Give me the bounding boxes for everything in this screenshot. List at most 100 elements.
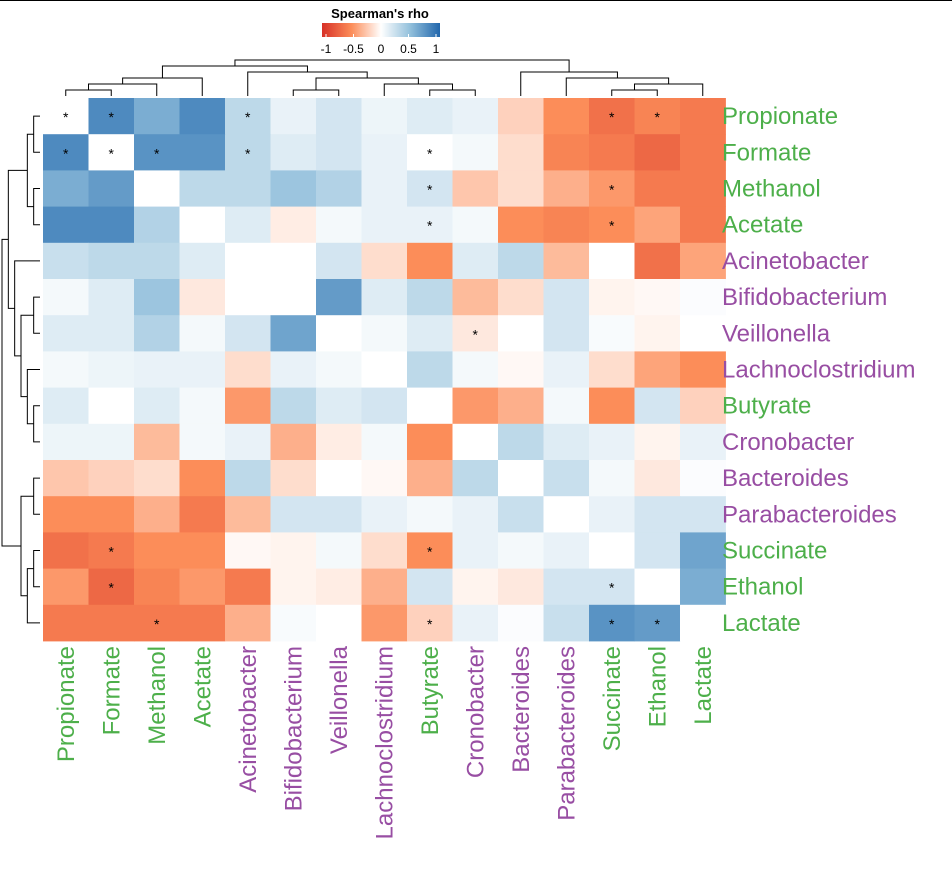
column-label: Bacteroides (508, 646, 535, 773)
heatmap-cell (88, 98, 135, 135)
heatmap-cell (270, 568, 317, 606)
heatmap-cell (452, 315, 499, 352)
top-border (0, 0, 952, 1)
heatmap-cell (134, 279, 180, 316)
heatmap-cell (589, 496, 635, 533)
heatmap-cell (543, 568, 590, 606)
heatmap-cell (361, 532, 408, 569)
heatmap-cell (43, 568, 89, 606)
heatmap-cell (498, 423, 544, 461)
heatmap-cell (225, 387, 271, 425)
significance-star: * (154, 145, 160, 161)
legend: Spearman's rho -1 -0.5 0 0.5 1 (321, 6, 440, 56)
heatmap-cell (179, 206, 226, 244)
heatmap-cell (634, 206, 681, 244)
heatmap-cell (179, 423, 226, 461)
significance-star: * (655, 109, 661, 125)
column-label: Methanol (144, 646, 171, 745)
heatmap-cell (270, 532, 317, 569)
heatmap-cell (589, 351, 635, 388)
heatmap-cell (543, 387, 590, 425)
significance-star: * (109, 109, 115, 125)
heatmap-cell (134, 423, 180, 461)
heatmap-cell (316, 315, 362, 352)
heatmap-cell (543, 460, 590, 497)
heatmap-cell (543, 315, 590, 352)
heatmap-cell (407, 98, 453, 135)
heatmap-cell (43, 387, 89, 425)
heatmap-cell (452, 134, 499, 171)
column-label: Parabacteroides (553, 646, 580, 821)
heatmap-cell (680, 170, 726, 207)
heatmap-cell (134, 460, 180, 497)
heatmap-cell (589, 98, 635, 135)
row-dendrogram-branch (33, 477, 40, 515)
heatmap-cell (43, 315, 89, 352)
heatmap-cell (134, 351, 180, 388)
heatmap-cell (498, 568, 544, 606)
heatmap-cell (543, 532, 590, 569)
heatmap-cell (498, 279, 544, 316)
heatmap-cell (179, 315, 226, 352)
heatmap-cell (225, 604, 271, 642)
heatmap-cell (134, 242, 180, 280)
significance-star: * (63, 145, 69, 161)
column-label: Ethanol (644, 646, 671, 727)
heatmap-cell (589, 423, 635, 461)
heatmap-cell (270, 351, 317, 388)
heatmap-cell (134, 134, 180, 171)
heatmap-cell (225, 496, 271, 533)
heatmap-cell (634, 170, 681, 207)
heatmap-cell (361, 496, 408, 533)
heatmap-cell (498, 206, 544, 244)
heatmap-cell (134, 98, 180, 135)
heatmap-cell (316, 496, 362, 533)
heatmap-cell (179, 98, 226, 135)
heatmap-cell (88, 604, 135, 642)
heatmap-cell (543, 496, 590, 533)
heatmap-cell (680, 98, 726, 135)
row-label: Ethanol (722, 574, 803, 601)
heatmap-cell (680, 279, 726, 316)
row-label: Bacteroides (722, 465, 849, 492)
heatmap-cell (407, 496, 453, 533)
row-dendrogram-branch (1, 238, 21, 547)
column-label: Propionate (53, 646, 80, 762)
row-dendrogram-branch (33, 188, 40, 226)
heatmap-cell (498, 242, 544, 280)
heatmap-cell (270, 98, 317, 135)
heatmap-cell (407, 170, 453, 207)
heatmap-cell (680, 460, 726, 497)
heatmap-cell (316, 279, 362, 316)
heatmap-cell (134, 496, 180, 533)
row-dendrogram-branch (7, 169, 28, 309)
heatmap-cell (407, 604, 453, 642)
legend-colorbar (322, 23, 440, 37)
column-dendrogram-branch (611, 89, 658, 96)
significance-markers: * * * * * * * * * * * * * * * * * * * * * * * (63, 109, 661, 632)
heatmap-cell (179, 387, 226, 425)
significance-star: * (427, 544, 433, 560)
heatmap-cell (361, 351, 408, 388)
heatmap-cell (589, 279, 635, 316)
row-label: Lachnoclostridium (722, 357, 915, 384)
heatmap-cell (452, 98, 499, 135)
heatmap-cell (316, 351, 362, 388)
heatmap-cell (316, 532, 362, 569)
heatmap-cell (452, 242, 499, 280)
heatmap-cell (680, 315, 726, 352)
significance-star: * (609, 182, 615, 198)
heatmap-cell (543, 423, 590, 461)
heatmap-cell (543, 170, 590, 207)
column-label: Butyrate (417, 646, 444, 735)
row-label: Cronobacter (722, 429, 854, 456)
heatmap-cell (634, 604, 681, 642)
heatmap-cell (43, 279, 89, 316)
significance-star: * (245, 145, 251, 161)
heatmap-cell (680, 568, 726, 606)
heatmap-cell (88, 460, 135, 497)
legend-title: Spearman's rho (331, 6, 429, 21)
heatmap-cell (634, 315, 681, 352)
heatmap-cell (680, 206, 726, 244)
heatmap-cell (225, 242, 271, 280)
